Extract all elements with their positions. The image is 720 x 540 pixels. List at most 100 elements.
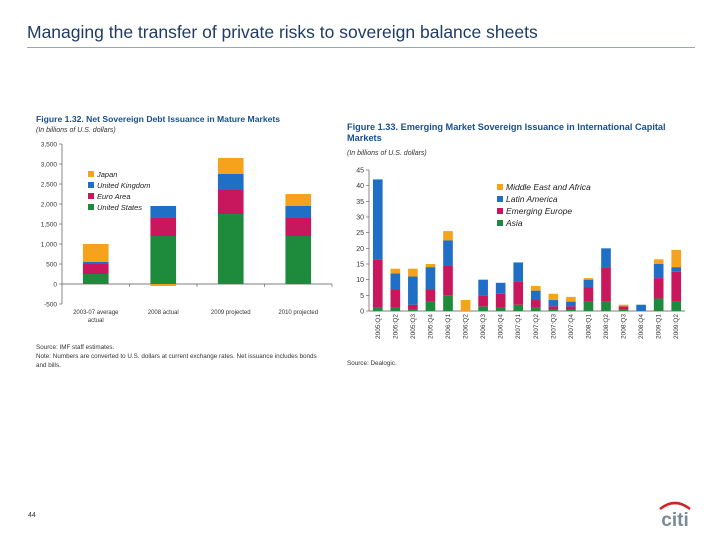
fig1-subtitle: (In billions of U.S. dollars)	[36, 127, 116, 134]
bar-emerging-europe	[478, 295, 488, 307]
bar-asia	[478, 306, 488, 311]
bar-latin-america	[653, 264, 664, 279]
bar-asia	[408, 309, 418, 311]
bar-asia	[372, 307, 383, 311]
x-tick-label: 2006:Q1	[445, 314, 452, 339]
bar-united-states	[217, 214, 244, 284]
bar-euro-area	[285, 218, 312, 236]
bar-euro-area	[150, 218, 177, 236]
x-tick-label: 2010 projected	[278, 310, 318, 316]
x-tick-label: 2007:Q4	[568, 314, 575, 339]
bar-asia	[618, 309, 629, 311]
y-tick-label: 1,000	[41, 242, 58, 249]
bar-latin-america	[390, 273, 401, 290]
x-tick-label: 2007:Q1	[515, 314, 522, 339]
bar-united-kingdom	[150, 206, 177, 218]
bar-united-kingdom	[82, 262, 109, 264]
y-tick-label: 0	[360, 309, 364, 316]
bar-japan	[150, 284, 177, 286]
y-tick-label: 20	[356, 246, 364, 253]
bar-latin-america	[566, 301, 576, 307]
legend-swatch	[497, 208, 503, 214]
legend-swatch	[88, 171, 94, 177]
y-tick-label: 10	[356, 277, 364, 284]
legend-swatch	[88, 204, 94, 210]
bar-latin-america	[408, 276, 418, 305]
bar-asia	[566, 309, 576, 311]
y-tick-label: 500	[46, 262, 57, 269]
bar-middle-east-and-africa	[653, 259, 664, 264]
x-tick-label: 2008 actual	[148, 310, 179, 316]
bar-asia	[443, 295, 453, 311]
bar-emerging-europe	[425, 289, 436, 302]
slide-title: Managing the transfer of private risks t…	[27, 22, 538, 42]
x-tick-label: 2005:Q1	[375, 314, 382, 339]
bar-middle-east-and-africa	[671, 249, 682, 268]
fig2-subtitle: (In billions of U.S. dollars)	[347, 150, 427, 157]
legend-label: Euro Area	[97, 192, 131, 201]
bar-japan	[217, 158, 244, 174]
bar-united-states	[150, 236, 177, 284]
citi-logo: citi	[659, 501, 691, 530]
bar-emerging-europe	[601, 267, 611, 302]
x-tick-label: 2009 projected	[211, 310, 251, 316]
y-tick-label: 1,500	[41, 222, 58, 229]
fig2-chart: 45 40 35 30 25 20 15 10 5 0 2005:Q1 2005:Q2 2005:Q3 2…	[356, 168, 685, 339]
x-tick-label: 2006:Q4	[498, 314, 505, 339]
bar-asia	[513, 304, 524, 311]
legend-swatch	[497, 184, 503, 190]
legend-swatch	[497, 220, 503, 226]
x-tick-label: 2006:Q3	[480, 314, 487, 339]
x-tick-label: 2007:Q3	[550, 314, 557, 339]
bar-asia	[548, 309, 559, 311]
bar-japan	[82, 244, 109, 262]
bar-asia	[583, 301, 594, 311]
citi-logo-text: citi	[661, 510, 688, 530]
bar-asia	[653, 298, 664, 311]
bar-middle-east-and-africa	[530, 285, 541, 291]
x-tick-label: 2008:Q2	[603, 314, 610, 339]
bar-middle-east-and-africa	[460, 300, 471, 311]
legend-label: Latin America	[506, 194, 558, 204]
legend-swatch	[497, 196, 503, 202]
bar-latin-america	[425, 267, 436, 290]
bar-asia	[390, 307, 401, 311]
bar-middle-east-and-africa	[443, 231, 453, 241]
bar-emerging-europe	[495, 293, 506, 308]
bar-emerging-europe	[583, 287, 594, 302]
y-tick-label: 35	[356, 199, 364, 206]
x-tick-label: 2007:Q2	[533, 314, 540, 339]
bar-emerging-europe	[390, 289, 401, 308]
bar-latin-america	[601, 248, 611, 268]
legend-swatch	[88, 193, 94, 199]
bar-emerging-europe	[372, 259, 383, 308]
bar-emerging-europe	[443, 265, 453, 296]
legend-label: Middle East and Africa	[506, 182, 591, 192]
y-tick-label: 45	[356, 168, 364, 175]
bar-emerging-europe	[513, 281, 524, 305]
bar-euro-area	[82, 264, 109, 274]
bar-euro-area	[217, 190, 244, 214]
y-tick-label: 2,000	[41, 202, 58, 209]
legend-label: Emerging Europe	[506, 206, 572, 216]
bar-latin-america	[443, 240, 453, 266]
legend-label: Asia	[505, 218, 523, 228]
y-tick-label: 30	[356, 215, 364, 222]
bar-asia	[425, 301, 436, 311]
bar-asia	[671, 301, 682, 311]
bar-asia	[530, 307, 541, 311]
bar-emerging-europe	[408, 304, 418, 310]
x-tick-label: 2009:Q2	[673, 314, 680, 339]
y-tick-label: 3,000	[41, 162, 58, 169]
fig2-title: Figure 1.33. Emerging Market Sovereign I…	[347, 122, 666, 143]
x-tick-label: 2009:Q1	[656, 314, 663, 339]
x-tick-label: 2008:Q4	[638, 314, 645, 339]
y-tick-label: 2,500	[41, 182, 58, 189]
bar-latin-america	[671, 267, 682, 272]
bar-emerging-europe	[671, 271, 682, 302]
bar-latin-america	[636, 304, 646, 311]
bar-latin-america	[478, 279, 488, 296]
x-tick-label: 2008:Q1	[585, 314, 592, 339]
x-tick-label-cont: actual	[88, 318, 104, 324]
bar-latin-america	[583, 279, 594, 288]
